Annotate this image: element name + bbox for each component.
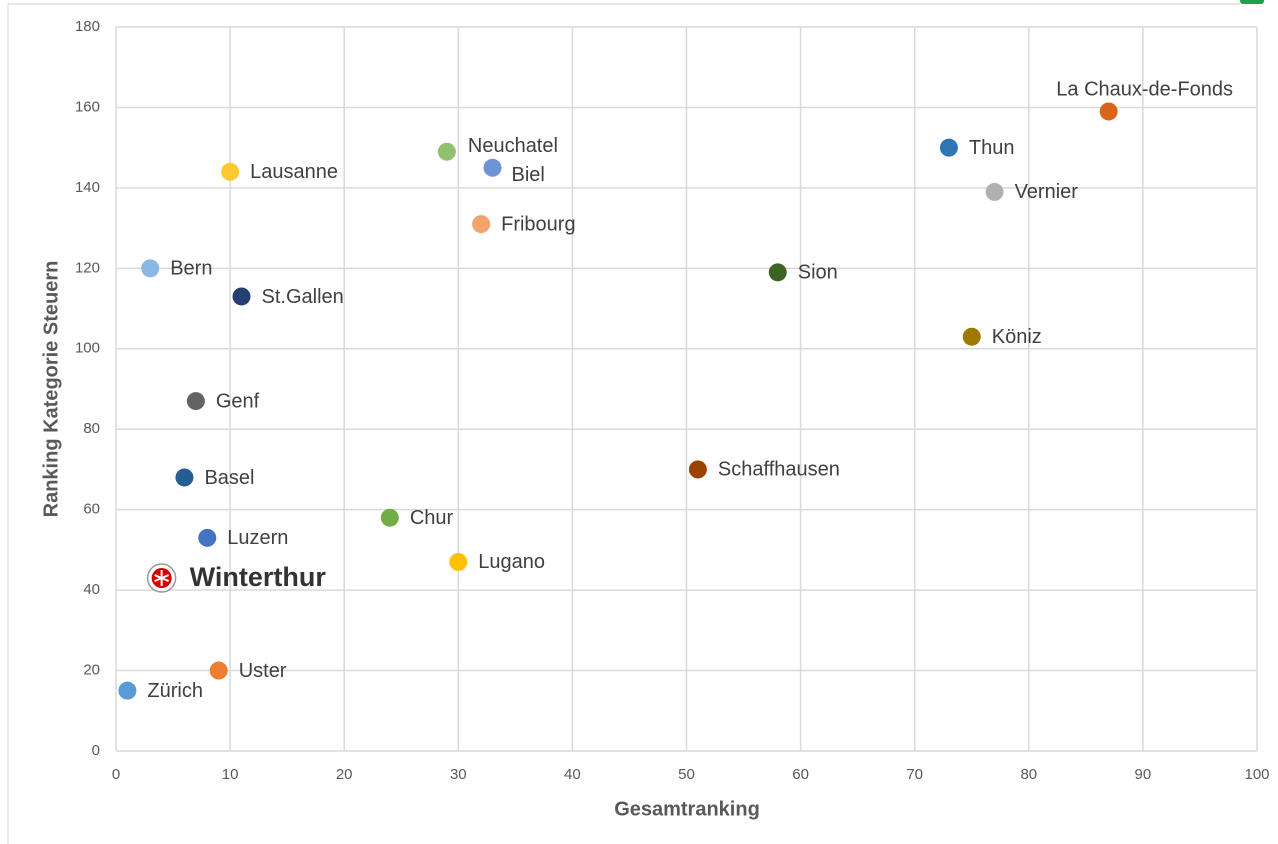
point-label: Schaffhausen <box>718 459 840 481</box>
y-tick-label: 0 <box>92 742 100 759</box>
x-tick-label: 30 <box>450 766 467 783</box>
point <box>768 263 787 282</box>
point-label: Thun <box>969 137 1015 159</box>
y-tick-label: 20 <box>83 662 100 679</box>
x-tick-label: 50 <box>678 766 695 783</box>
point <box>380 508 399 527</box>
point-emblem-pattern <box>154 570 170 587</box>
point <box>688 460 707 479</box>
x-tick-label: 20 <box>336 766 353 783</box>
point <box>198 528 217 547</box>
point <box>175 468 194 487</box>
point <box>209 661 228 680</box>
point <box>985 182 1004 201</box>
y-tick-label: 100 <box>75 340 100 357</box>
point-label: Luzern <box>227 527 288 549</box>
x-tick-label: 10 <box>222 766 239 783</box>
y-tick-label: 120 <box>75 259 100 276</box>
point <box>1099 102 1118 121</box>
point-label: Vernier <box>1015 181 1079 203</box>
x-tick-label: 0 <box>112 766 120 783</box>
y-tick-label: 160 <box>75 98 100 115</box>
point-label: Bern <box>170 258 212 280</box>
point <box>449 552 468 571</box>
point <box>186 392 205 411</box>
x-tick-label: 40 <box>564 766 581 783</box>
y-tick-label: 60 <box>83 501 100 518</box>
y-tick-label: 40 <box>83 581 100 598</box>
x-tick-label: 90 <box>1135 766 1152 783</box>
point-label: Fribourg <box>501 213 575 235</box>
point <box>118 681 137 700</box>
y-axis-title: Ranking Kategorie Steuern <box>40 261 62 518</box>
point-label: La Chaux-de-Fonds <box>1056 79 1233 101</box>
point <box>483 158 502 177</box>
corner-icon <box>1240 0 1264 4</box>
point-label: Basel <box>204 467 254 489</box>
x-tick-label: 70 <box>906 766 923 783</box>
point-label: Neuchatel <box>468 135 558 157</box>
point-label: Uster <box>239 660 287 682</box>
point-label: Köniz <box>992 326 1042 348</box>
point <box>221 162 240 181</box>
point <box>232 287 251 306</box>
point-label: Chur <box>410 507 454 529</box>
point-label: St.Gallen <box>262 286 344 308</box>
x-tick-label: 80 <box>1020 766 1037 783</box>
y-tick-label: 80 <box>83 420 100 437</box>
point-label: Biel <box>512 164 545 186</box>
y-tick-label: 180 <box>75 18 100 35</box>
point-label: Winterthur <box>190 562 327 592</box>
x-axis-title: Gesamtranking <box>614 798 760 820</box>
point <box>962 327 981 346</box>
y-tick-label: 140 <box>75 179 100 196</box>
x-tick-label: 100 <box>1244 766 1269 783</box>
x-tick-label: 60 <box>792 766 809 783</box>
point <box>141 259 160 278</box>
point-label: Zürich <box>147 680 203 702</box>
point-label: Lausanne <box>250 161 338 183</box>
point <box>472 215 491 234</box>
point-label: Genf <box>216 390 260 412</box>
point <box>437 142 456 161</box>
point-label: Lugano <box>478 551 545 573</box>
point <box>939 138 958 157</box>
point-label: Sion <box>798 262 838 284</box>
